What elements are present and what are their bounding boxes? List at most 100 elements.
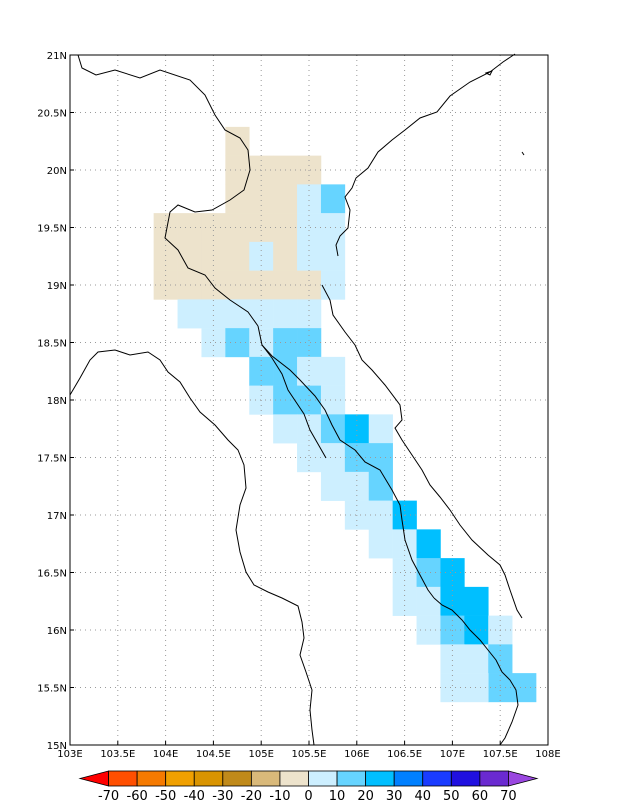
border-cambodia [433,597,519,746]
data-cell [273,356,298,386]
colorbar-label: -20 [241,789,262,800]
lon-tick-label: 106E [344,749,369,760]
data-cell [225,241,250,271]
colorbar-swatch [450,770,481,787]
data-cell [201,241,226,271]
lat-tick-label: 17.5N [37,454,67,465]
lat-tick-label: 15.5N [37,684,67,695]
data-cell [249,213,274,243]
axis-ticks: 103E 103.5E 104E 104.5E 105E 105.5E 106E 106.5E… [37,51,560,760]
data-cell [320,184,346,214]
data-cell [368,414,393,444]
data-cell [297,241,322,271]
lon-tick-label: 104E [153,749,178,760]
colorbar-label: 50 [443,789,460,800]
data-cell [249,241,274,271]
data-cell [225,184,250,214]
colorbar-label: 0 [304,789,312,800]
data-cell [392,586,417,616]
border-thailand [69,349,315,746]
lat-tick-label: 19.5N [37,224,67,235]
colorbar-label: -10 [269,789,290,800]
river [261,344,327,459]
lat-tick-label: 17N [47,511,67,522]
data-cell [297,328,322,358]
lon-tick-label: 103E [57,749,82,760]
colorbar-swatch [393,770,424,787]
colorbar: -70 -60 -50 -40 -30 -20 -10 0 10 20 30 40 50 60 70 [78,770,539,800]
lat-tick-label: 18.5N [37,339,67,350]
data-cell [392,529,417,559]
colorbar-label: 70 [500,789,517,800]
lon-tick-label: 108E [535,749,560,760]
colorbar-swatch [422,770,452,787]
data-cell [512,673,537,703]
data-cell [249,356,274,386]
data-cell [368,471,393,501]
data-cell [320,443,346,473]
data-cell [464,644,489,674]
data-cell [273,414,298,444]
data-cell [201,299,226,329]
lon-tick-label: 107E [440,749,465,760]
data-cell [320,385,346,415]
lat-tick-label: 21N [47,51,67,62]
data-cell [225,299,250,329]
colorbar-label: -50 [155,789,176,800]
data-cell [273,241,298,271]
colorbar-label: 60 [472,789,489,800]
data-cell [273,184,298,214]
data-cell [297,443,322,473]
data-cell [392,558,417,588]
data-cell [464,615,489,645]
coastline-borders [69,53,525,746]
coastline-south [321,284,523,619]
data-cell [416,529,441,559]
data-cell [320,270,346,300]
data-cell [177,213,202,243]
colorbar-swatch [222,770,252,787]
colorbar-swatch [308,770,338,787]
data-cell [320,241,346,271]
data-cell [440,644,465,674]
lon-tick-label: 106.5E [387,749,422,760]
lat-tick-label: 16N [47,626,67,637]
colorbar-label: -60 [127,789,148,800]
coastline [335,53,516,257]
colorbar-label: -30 [212,789,233,800]
data-cell [440,586,465,616]
colorbar-swatch [508,770,539,787]
data-cell [344,414,370,444]
data-cells [153,126,537,703]
lat-tick-label: 15N [47,741,67,752]
data-cell [249,184,274,214]
lon-tick-label: 105E [248,749,273,760]
lon-tick-label: 104.5E [196,749,231,760]
island-1 [484,70,493,76]
colorbar-swatch [193,770,224,787]
data-cell [177,270,202,300]
colorbar-swatch [165,770,195,787]
colorbar-swatch [108,770,138,787]
data-cell [225,126,250,156]
island-2 [521,151,525,156]
colorbar-label: 30 [386,789,403,800]
colorbar-swatch [279,770,309,787]
lat-tick-label: 16.5N [37,569,67,580]
data-cell [320,213,346,243]
colorbar-swatch [336,770,367,787]
data-cell [344,471,370,501]
lat-tick-label: 18N [47,396,67,407]
data-cell [249,299,274,329]
colorbar-swatch [136,770,167,787]
lon-tick-label: 105.5E [292,749,327,760]
colorbar-swatch [78,770,109,787]
data-cell [440,673,465,703]
data-cell [273,299,298,329]
data-cell [320,414,346,444]
lat-tick-label: 19N [47,281,67,292]
colorbar-label: -40 [184,789,205,800]
colorbar-swatch [479,770,509,787]
data-cell [464,673,489,703]
